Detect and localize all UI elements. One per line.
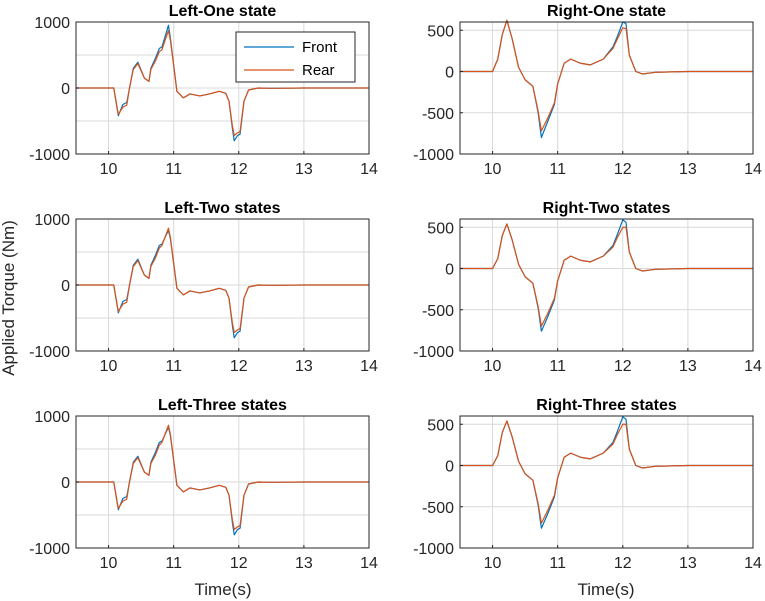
panel-title: Left-Three states <box>158 397 287 414</box>
y-tick-label: 0 <box>61 475 70 492</box>
x-tick-label: 10 <box>100 555 118 572</box>
series-line-rear <box>460 223 753 327</box>
x-tick-label: 14 <box>744 555 762 572</box>
y-tick-label: 1000 <box>34 409 70 426</box>
x-tick-label: 14 <box>360 161 378 178</box>
series-line-rear <box>460 19 753 132</box>
x-axis-label-right: Time(s) <box>578 580 635 599</box>
y-tick-label: -1000 <box>29 541 70 558</box>
x-tick-label: 14 <box>360 555 378 572</box>
y-tick-label: 0 <box>445 459 454 476</box>
x-tick-label: 11 <box>165 161 182 178</box>
series-line-rear <box>76 424 369 531</box>
x-tick-label: 10 <box>484 555 502 572</box>
x-tick-label: 12 <box>230 358 248 375</box>
x-tick-label: 11 <box>549 555 566 572</box>
y-axis-label: Applied Torque (Nm) <box>0 220 18 376</box>
x-tick-label: 13 <box>295 358 313 375</box>
panel-title: Right-One state <box>547 3 666 20</box>
axes-frame <box>459 218 754 352</box>
legend-box <box>235 31 356 83</box>
x-tick-label: 12 <box>614 358 632 375</box>
plot-area <box>459 218 754 352</box>
y-tick-label: 0 <box>445 262 454 279</box>
legend-label-rear: Rear <box>302 62 335 79</box>
subplot-6: 10 11 12 13 14 -1000 -500 0 500 Right-Three state… <box>413 397 762 572</box>
y-tick-label: 0 <box>61 81 70 98</box>
axes-frame <box>459 21 754 155</box>
subplot-2: 10 11 12 13 14 -1000 -500 0 500 Right-One state <box>413 3 762 178</box>
y-tick-label: 500 <box>427 220 454 237</box>
x-tick-label: 13 <box>679 358 697 375</box>
y-tick-label: -1000 <box>413 541 454 558</box>
x-tick-label: 12 <box>230 161 248 178</box>
panel-title: Left-Two states <box>164 200 280 217</box>
y-tick-label: 0 <box>61 278 70 295</box>
subplot-1: 10 11 12 13 14 -1000 0 1000 Left-One state Front R… <box>29 3 378 178</box>
series-line-rear <box>76 29 369 137</box>
y-tick-label: -500 <box>422 106 454 123</box>
x-tick-label: 13 <box>295 555 313 572</box>
y-tick-label: 1000 <box>34 15 70 32</box>
y-tick-label: -500 <box>422 303 454 320</box>
y-tick-label: -1000 <box>413 147 454 164</box>
legend-label-front: Front <box>302 39 338 56</box>
x-tick-label: 12 <box>614 161 632 178</box>
y-tick-label: 0 <box>445 65 454 82</box>
series-line-rear <box>76 227 369 334</box>
x-tick-label: 10 <box>100 161 118 178</box>
panel-title: Right-Three states <box>536 397 677 414</box>
x-tick-label: 13 <box>679 161 697 178</box>
y-tick-label: 1000 <box>34 212 70 229</box>
x-tick-label: 14 <box>360 358 378 375</box>
x-axis-label-left: Time(s) <box>195 580 252 599</box>
x-tick-label: 11 <box>549 358 566 375</box>
subplot-4: 10 11 12 13 14 -1000 -500 0 500 Right-Two states <box>413 200 762 375</box>
panel-title: Left-One state <box>169 3 277 20</box>
series-line-rear <box>460 420 753 524</box>
x-tick-label: 13 <box>679 555 697 572</box>
x-tick-label: 10 <box>484 358 502 375</box>
x-tick-label: 12 <box>230 555 248 572</box>
x-tick-label: 11 <box>165 555 182 572</box>
plot-area <box>459 415 754 549</box>
subplot-3: 10 11 12 13 14 -1000 0 1000 Left-Two states <box>29 200 378 375</box>
y-tick-label: -1000 <box>29 147 70 164</box>
x-tick-label: 14 <box>744 358 762 375</box>
subplot-5: 10 11 12 13 14 -1000 0 1000 Left-Three states <box>29 397 378 572</box>
x-tick-label: 11 <box>165 358 182 375</box>
y-tick-label: -1000 <box>29 344 70 361</box>
x-tick-label: 14 <box>744 161 762 178</box>
legend: Front Rear <box>235 31 356 83</box>
x-tick-label: 10 <box>484 161 502 178</box>
y-tick-label: -1000 <box>413 344 454 361</box>
plot-area <box>459 21 754 155</box>
x-tick-label: 11 <box>549 161 566 178</box>
y-tick-label: 500 <box>427 417 454 434</box>
x-tick-label: 12 <box>614 555 632 572</box>
x-tick-label: 10 <box>100 358 118 375</box>
axes-frame <box>459 415 754 549</box>
panel-title: Right-Two states <box>543 200 671 217</box>
x-tick-label: 13 <box>295 161 313 178</box>
y-tick-label: 500 <box>427 23 454 40</box>
y-tick-label: -500 <box>422 500 454 517</box>
